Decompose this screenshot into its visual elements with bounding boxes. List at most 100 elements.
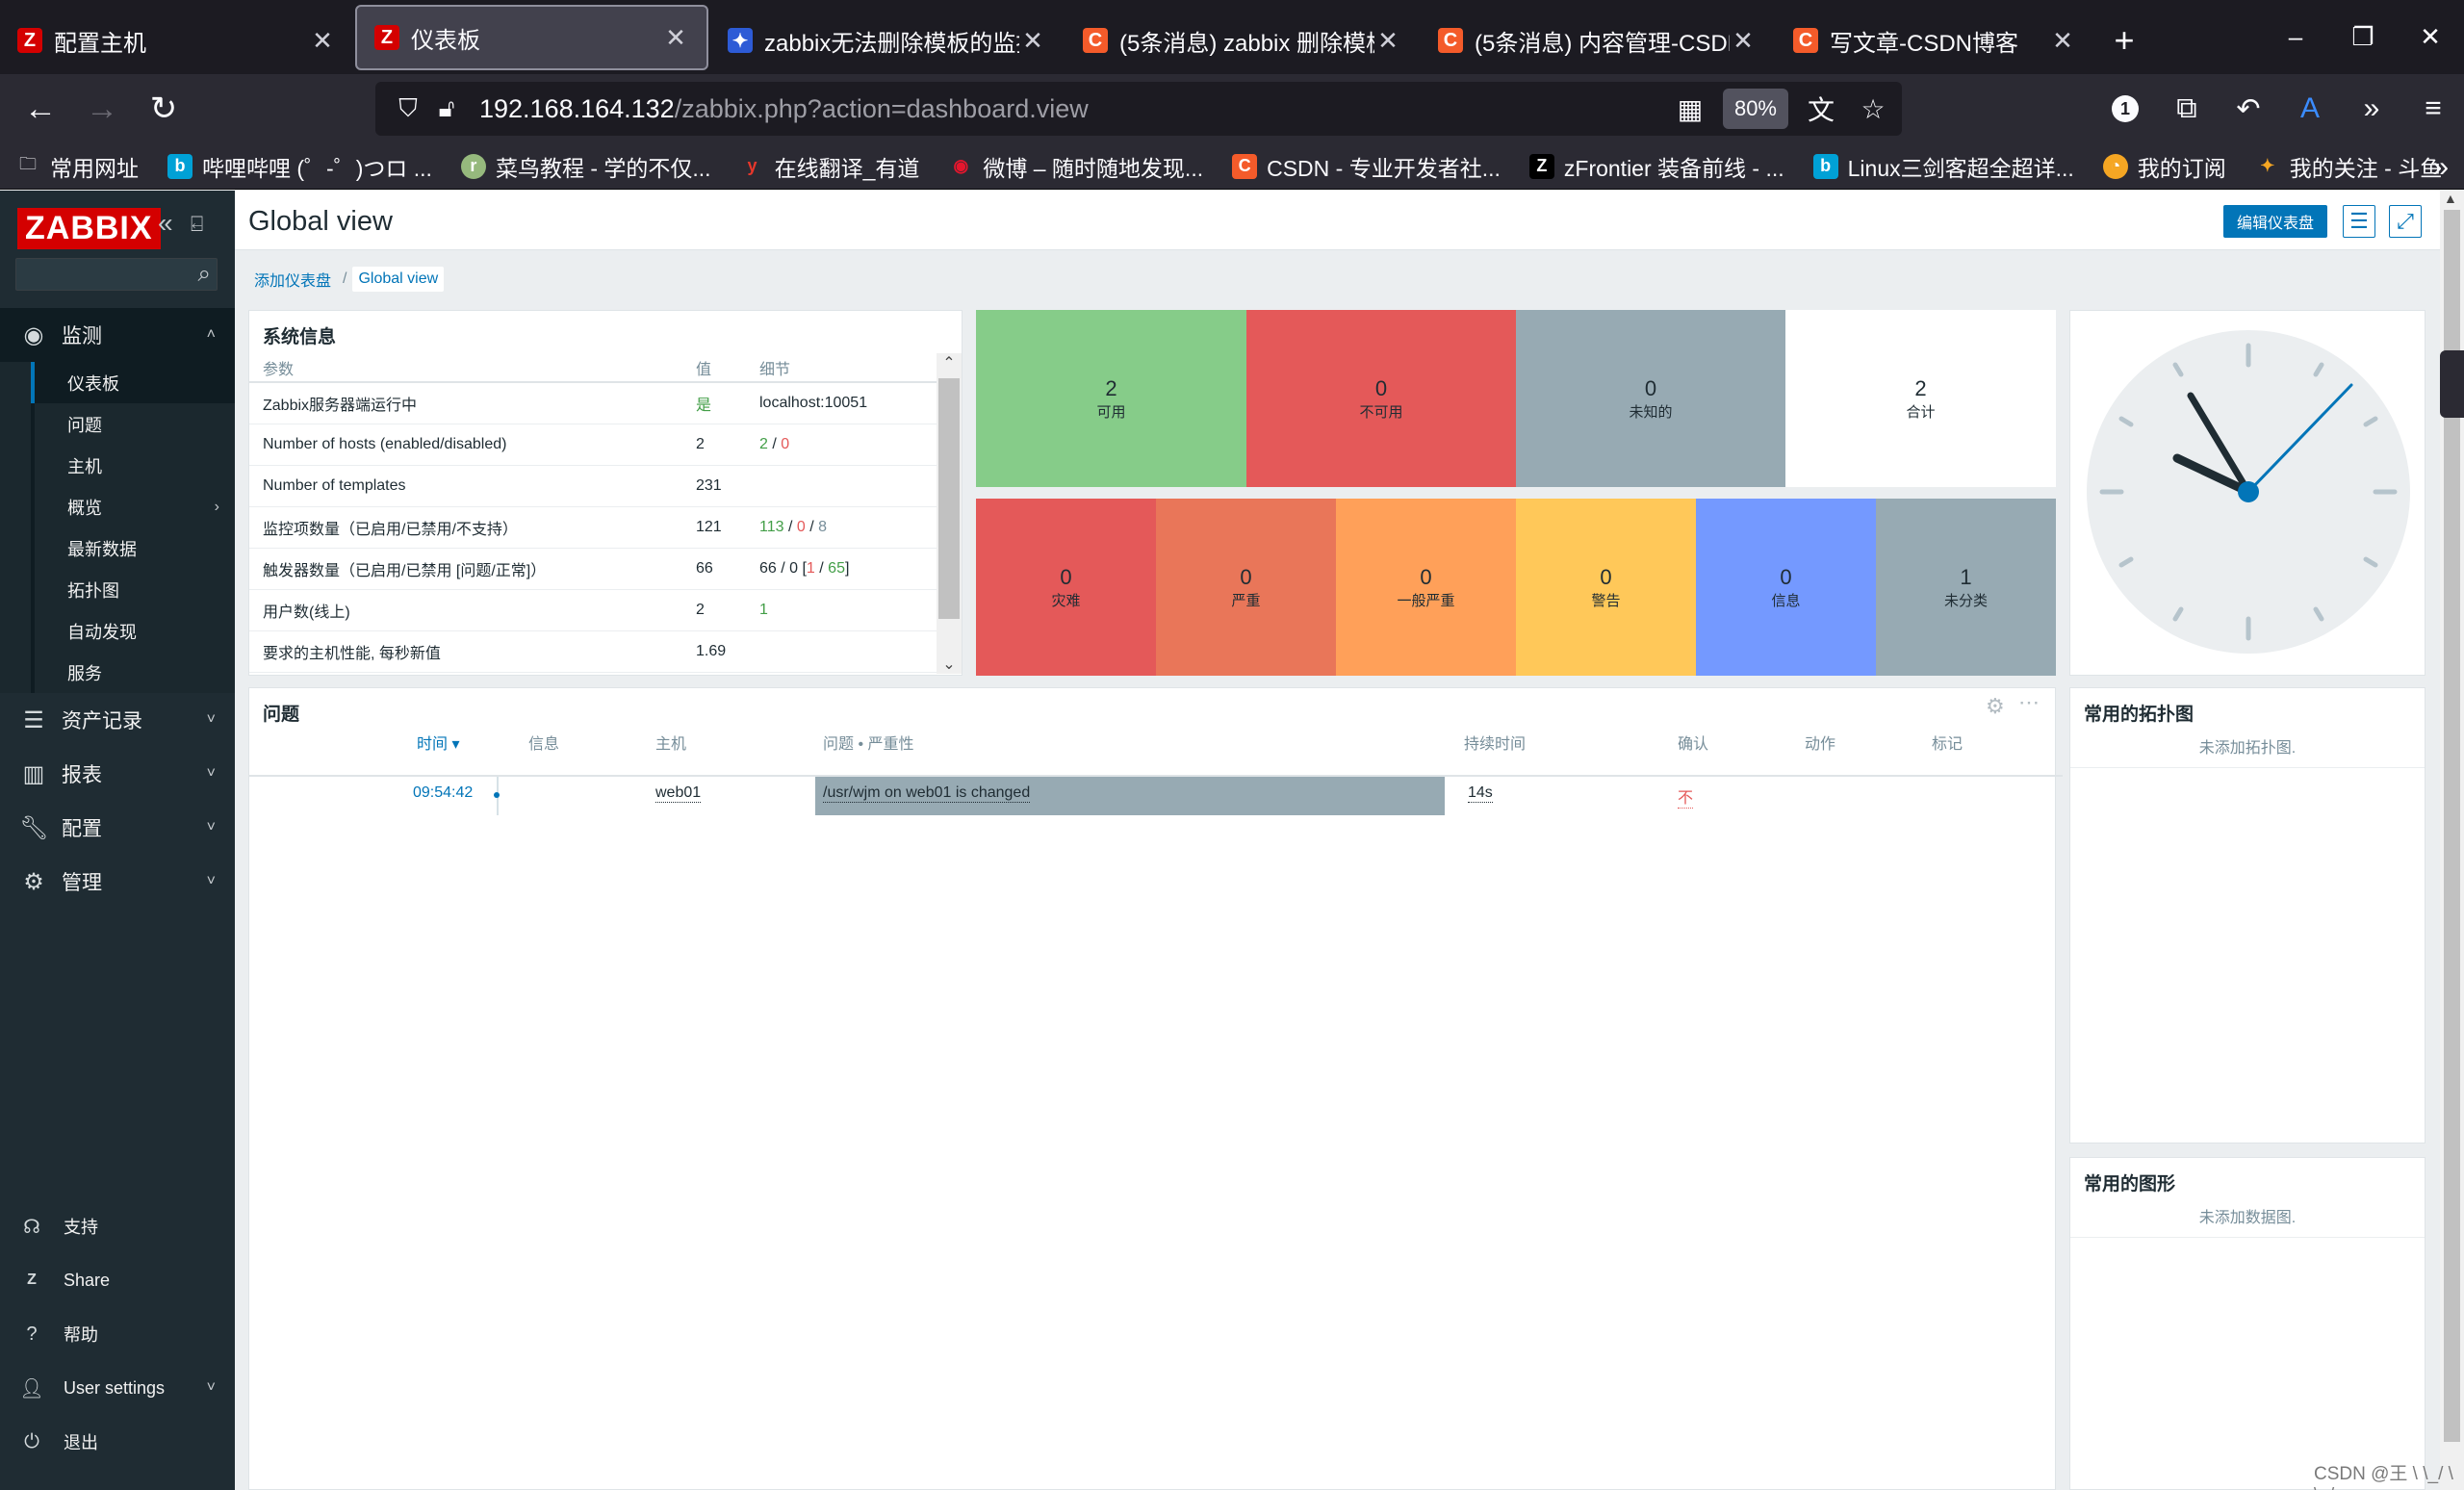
menu-configuration[interactable]: 🔧︎ 配置 ˅ (0, 801, 235, 855)
browser-tab[interactable]: ✦ zabbix无法删除模板的监控项 ✕ (710, 7, 1064, 74)
bookmark-item[interactable]: ◉ 微博 – 随时随地发现... (948, 150, 1204, 183)
new-tab-icon[interactable]: + (2114, 20, 2135, 60)
submenu-maps[interactable]: 拓扑图 (31, 569, 235, 610)
bookmark-label: zFrontier 装备前线 - ... (1563, 155, 1784, 181)
submenu-services[interactable]: 服务 (31, 652, 235, 693)
problem-description[interactable]: /usr/wjm on web01 is changed (823, 784, 1031, 803)
severity-warning[interactable]: 0 警告 (1516, 499, 1696, 676)
submenu-overview[interactable]: 概览 › (31, 486, 235, 527)
translate-extension-icon[interactable]: A (2299, 92, 2320, 124)
browser-tab[interactable]: C 写文章-CSDN博客 ✕ (1776, 7, 2093, 74)
availability-not-available[interactable]: 0 不可用 (1246, 310, 1516, 487)
host-link[interactable]: web01 (655, 784, 702, 803)
undo-icon[interactable]: ↶ (2236, 92, 2261, 125)
zabbix-logo[interactable]: ZABBIX (17, 208, 161, 249)
submenu-hosts[interactable]: 主机 (31, 445, 235, 486)
browser-tab[interactable]: C (5条消息) zabbix 删除模板 - ✕ (1065, 7, 1419, 74)
qr-code-icon[interactable]: ▦ (1677, 93, 1704, 124)
scroll-up-icon[interactable]: ⌃ (942, 355, 956, 372)
submenu-latest-data[interactable]: 最新数据 (31, 527, 235, 569)
hamburger-menu-icon[interactable]: ≡ (2425, 92, 2442, 124)
breadcrumb-current[interactable]: Global view (352, 267, 445, 292)
dashboard-list-icon[interactable]: ☰ (2343, 205, 2375, 238)
fullscreen-icon[interactable]: ⤢ (2389, 205, 2422, 238)
problem-time-link[interactable]: 09:54:42 (413, 784, 474, 801)
browser-tab-active[interactable]: Z 仪表板 ✕ (355, 5, 708, 70)
close-tab-icon[interactable]: ✕ (312, 25, 333, 55)
menu-share[interactable]: Z Share (0, 1253, 235, 1307)
column-header-time[interactable]: 时间 ▾ (417, 736, 460, 753)
scroll-up-icon[interactable]: ▲ (2444, 191, 2457, 206)
menu-user-settings[interactable]: 👤︎ User settings ˅ (0, 1361, 235, 1415)
forward-icon[interactable]: → (86, 90, 118, 127)
browser-tab[interactable]: Z 配置主机 ✕ (0, 7, 353, 74)
bookmark-item[interactable]: b Linux三剑客超全超详... (1812, 150, 2074, 183)
bookmark-item[interactable]: r 菜鸟教程 - 学的不仅... (460, 150, 711, 183)
close-tab-icon[interactable]: ✕ (1022, 25, 1043, 55)
close-tab-icon[interactable]: ✕ (2052, 25, 2073, 55)
severity-information[interactable]: 0 信息 (1696, 499, 1876, 676)
menu-inventory[interactable]: ☰ 资产记录 ˅ (0, 693, 235, 747)
menu-support[interactable]: ☊ 支持 (0, 1199, 235, 1253)
bookmark-item[interactable]: b 哔哩哔哩 (゜-゜)つロ ... (167, 150, 432, 183)
table-row: 用户数(线上) 2 1 (249, 589, 938, 631)
scrollbar-thumb[interactable] (938, 378, 960, 619)
restore-icon[interactable]: ❐ (2351, 22, 2374, 51)
menu-sign-out[interactable]: ⏻ 退出 (0, 1415, 235, 1469)
sidebar-search-input[interactable]: ⌕ (15, 258, 218, 291)
acknowledge-link[interactable]: 不 (1678, 784, 1694, 809)
menu-help[interactable]: ? 帮助 (0, 1307, 235, 1361)
edit-dashboard-button[interactable]: 编辑仪表盘 (2223, 205, 2328, 238)
bookmark-item[interactable]: ✦ 我的关注 - 斗鱼 (2255, 150, 2442, 183)
menu-monitoring[interactable]: ◉ 监测 ˄ (0, 308, 235, 362)
duration-link[interactable]: 14s (1468, 784, 1493, 803)
close-tab-icon[interactable]: ✕ (1732, 25, 1754, 55)
severity-average[interactable]: 0 一般严重 (1336, 499, 1516, 676)
hide-sidebar-icon[interactable]: ⍇ (191, 212, 204, 236)
url-bar[interactable]: ⛉ 🔓︎ 192.168.164.132/zabbix.php?action=d… (375, 82, 1902, 136)
shield-icon[interactable]: ⛉ (398, 93, 418, 122)
reload-icon[interactable]: ↻ (149, 90, 178, 127)
extension-badge-icon[interactable]: 1 (2094, 78, 2156, 140)
side-panel-handle[interactable] (2440, 350, 2464, 418)
menu-administration[interactable]: ⚙ 管理 ˅ (0, 855, 235, 909)
bookmark-item[interactable]: C CSDN - 专业开发者社... (1232, 150, 1501, 183)
back-icon[interactable]: ← (24, 90, 57, 127)
bookmark-item[interactable]: ◔ 我的订阅 (2102, 150, 2226, 183)
submenu-problems[interactable]: 问题 (31, 403, 235, 445)
browser-tab[interactable]: C (5条消息) 内容管理-CSDN博 ✕ (1421, 7, 1774, 74)
severity-high[interactable]: 0 严重 (1156, 499, 1336, 676)
submenu-discovery[interactable]: 自动发现 (31, 610, 235, 652)
zoom-level[interactable]: 80% (1722, 89, 1788, 129)
insecure-lock-icon[interactable]: 🔓︎ (438, 93, 455, 122)
screenshot-crop-icon[interactable]: ⧉ (2176, 92, 2197, 124)
problem-severity-cell[interactable]: /usr/wjm on web01 is changed (815, 777, 1445, 815)
table-row: Number of templates 231 (249, 465, 938, 507)
close-tab-icon[interactable]: ✕ (1377, 25, 1399, 55)
bookmark-item[interactable]: y 在线翻译_有道 (740, 150, 920, 183)
bookmark-star-icon[interactable]: ☆ (1861, 93, 1886, 124)
menu-reports[interactable]: ▥ 报表 ˅ (0, 747, 235, 801)
bookmark-item[interactable]: 🗀 常用网址 (15, 150, 139, 183)
bookmarks-overflow-icon[interactable]: » (2432, 151, 2449, 183)
minimize-icon[interactable]: – (2288, 22, 2303, 51)
close-window-icon[interactable]: ✕ (2420, 22, 2441, 51)
availability-unknown[interactable]: 0 未知的 (1516, 310, 1785, 487)
severity-not-classified[interactable]: 1 未分类 (1876, 499, 2056, 676)
scrollbar-thumb[interactable] (2444, 210, 2460, 1442)
widget-settings-icon[interactable]: ⚙ (1986, 694, 2005, 718)
availability-available[interactable]: 2 可用 (976, 310, 1246, 487)
availability-total[interactable]: 2 合计 (1785, 310, 2056, 487)
close-tab-icon[interactable]: ✕ (665, 22, 686, 52)
collapse-sidebar-icon[interactable]: « (158, 208, 173, 238)
scroll-down-icon[interactable]: ⌄ (942, 656, 956, 673)
search-icon[interactable]: ⌕ (197, 261, 211, 287)
translate-icon[interactable]: 文 (1807, 95, 1835, 125)
severity-disaster[interactable]: 0 灾难 (976, 499, 1156, 676)
breadcrumb-dashboards[interactable]: 添加仪表盘 (254, 273, 332, 290)
submenu-dashboard[interactable]: 仪表板 (31, 362, 235, 403)
widget-scrollbar[interactable]: ⌃ ⌄ (937, 353, 962, 674)
more-tools-icon[interactable]: » (2363, 92, 2380, 124)
widget-menu-icon[interactable]: ⋯ (2018, 690, 2040, 714)
